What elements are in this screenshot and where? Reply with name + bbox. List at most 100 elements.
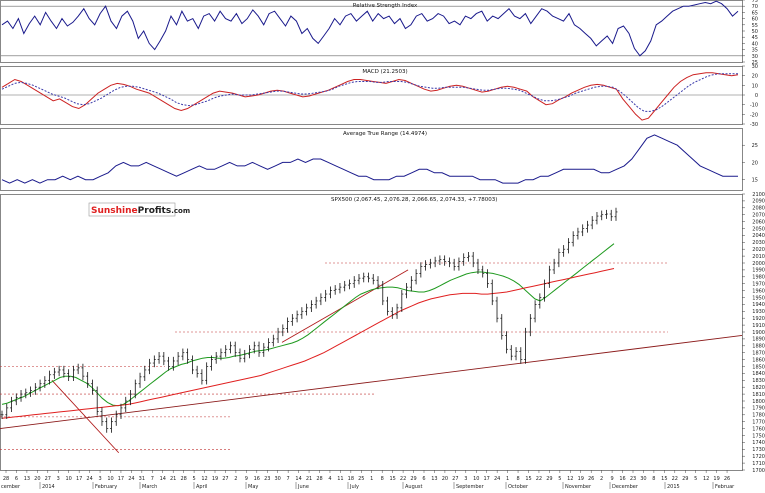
xtick-label-33: 18 bbox=[348, 476, 354, 482]
price-ytick-label-15: 1850 bbox=[752, 364, 765, 370]
price-ytick-label-36: 2060 bbox=[752, 219, 765, 225]
xtick-label-54: 12 bbox=[567, 476, 573, 482]
month-label-13: 2015 bbox=[667, 484, 680, 489]
xtick-label-25: 23 bbox=[264, 476, 270, 482]
xtick-label-23: 9 bbox=[245, 476, 248, 482]
price-ytick-label-27: 1970 bbox=[752, 282, 765, 288]
xtick-label-53: 5 bbox=[558, 476, 561, 482]
price-ytick-label-19: 1890 bbox=[752, 337, 765, 343]
month-label-11: November bbox=[565, 484, 592, 489]
xtick-label-44: 3 bbox=[464, 476, 467, 482]
xtick-label-5: 3 bbox=[57, 476, 60, 482]
brand-box bbox=[88, 202, 176, 217]
price-ytick-label-7: 1770 bbox=[752, 420, 765, 426]
xtick-label-34: 25 bbox=[358, 476, 364, 482]
ytick-label-0-10: 75 bbox=[752, 0, 758, 4]
price-ytick-label-10: 1800 bbox=[752, 399, 765, 405]
price-ytick-label-33: 2030 bbox=[752, 240, 765, 246]
brand-logo: SunshineProfits.com bbox=[91, 206, 190, 216]
xtick-label-38: 22 bbox=[400, 476, 406, 482]
xtick-label-30: 28 bbox=[316, 476, 322, 482]
xtick-label-20: 19 bbox=[212, 476, 218, 482]
price-ytick-label-35: 2050 bbox=[752, 226, 765, 232]
price-ytick-label-32: 2020 bbox=[752, 247, 765, 253]
price-ytick-label-28: 1980 bbox=[752, 275, 765, 281]
moving-average-0 bbox=[1, 243, 615, 407]
month-label-1: 2014 bbox=[42, 484, 55, 489]
ytick-label-0-9: 70 bbox=[752, 4, 758, 10]
price-ytick-label-13: 1830 bbox=[752, 378, 765, 384]
price-ytick-label-20: 1900 bbox=[752, 330, 765, 336]
xtick-label-46: 17 bbox=[484, 476, 490, 482]
ytick-label-2-1: 20 bbox=[752, 160, 758, 166]
ytick-label-1-6: 30 bbox=[752, 64, 758, 70]
trendline-1 bbox=[51, 379, 120, 454]
xtick-label-4: 27 bbox=[45, 476, 51, 482]
price-ytick-label-3: 1730 bbox=[752, 447, 765, 453]
xtick-label-19: 12 bbox=[201, 476, 207, 482]
ytick-label-2-0: 15 bbox=[752, 178, 758, 184]
price-ytick-label-6: 1760 bbox=[752, 426, 765, 432]
price-ytick-label-26: 1960 bbox=[752, 288, 765, 294]
panel-frame-1 bbox=[0, 66, 743, 125]
xtick-label-27: 7 bbox=[287, 476, 290, 482]
xtick-label-65: 29 bbox=[682, 476, 688, 482]
xtick-label-24: 16 bbox=[254, 476, 260, 482]
price-ytick-label-31: 2010 bbox=[752, 254, 765, 260]
ytick-label-0-5: 50 bbox=[752, 29, 758, 35]
ytick-label-1-5: 20 bbox=[752, 74, 758, 80]
xtick-label-37: 15 bbox=[389, 476, 395, 482]
panel-title-1: MACD (21.2503) bbox=[362, 69, 407, 75]
xtick-label-42: 20 bbox=[442, 476, 448, 482]
xtick-label-59: 16 bbox=[619, 476, 625, 482]
month-label-5: May bbox=[248, 484, 258, 489]
xtick-label-11: 17 bbox=[118, 476, 124, 482]
xtick-label-0: 28 bbox=[3, 476, 9, 482]
panel-frame-0 bbox=[0, 0, 743, 63]
xtick-label-62: 8 bbox=[652, 476, 655, 482]
xtick-label-36: 8 bbox=[381, 476, 384, 482]
xtick-label-35: 1 bbox=[370, 476, 373, 482]
price-ytick-label-1: 1710 bbox=[752, 461, 765, 467]
month-label-12: December bbox=[612, 484, 639, 489]
xtick-label-45: 10 bbox=[473, 476, 479, 482]
xtick-label-2: 13 bbox=[24, 476, 30, 482]
ytick-label-0-4: 45 bbox=[752, 35, 758, 41]
xtick-label-10: 10 bbox=[107, 476, 113, 482]
xtick-label-58: 9 bbox=[611, 476, 614, 482]
month-label-9: September bbox=[456, 484, 485, 489]
xtick-label-21: 27 bbox=[222, 476, 228, 482]
ytick-label-1-1: -20 bbox=[750, 112, 758, 118]
price-ytick-label-17: 1870 bbox=[752, 351, 765, 357]
price-ytick-label-2: 1720 bbox=[752, 454, 765, 460]
price-ytick-label-0: 1700 bbox=[752, 468, 765, 474]
price-ytick-label-9: 1790 bbox=[752, 406, 765, 412]
xtick-label-49: 8 bbox=[516, 476, 519, 482]
series-line-1-0 bbox=[1, 72, 739, 121]
xtick-label-57: 2 bbox=[600, 476, 603, 482]
ytick-label-1-3: 0 bbox=[755, 93, 758, 99]
xtick-label-22: 2 bbox=[234, 476, 237, 482]
price-ytick-label-8: 1780 bbox=[752, 413, 765, 419]
month-label-6: June bbox=[297, 484, 309, 489]
month-label-2: February bbox=[95, 484, 117, 489]
ytick-label-1-0: -30 bbox=[750, 122, 758, 128]
xtick-label-9: 3 bbox=[98, 476, 101, 482]
xtick-label-6: 10 bbox=[66, 476, 72, 482]
month-label-7: July bbox=[349, 484, 359, 489]
moving-average-1 bbox=[1, 268, 615, 419]
ytick-label-0-6: 55 bbox=[752, 23, 758, 29]
month-label-14: Februar bbox=[715, 484, 735, 489]
price-ytick-label-4: 1740 bbox=[752, 440, 765, 446]
xtick-label-13: 31 bbox=[139, 476, 145, 482]
price-ytick-label-14: 1840 bbox=[752, 371, 765, 377]
xtick-label-32: 11 bbox=[337, 476, 343, 482]
xtick-label-52: 29 bbox=[546, 476, 552, 482]
xtick-label-67: 12 bbox=[703, 476, 709, 482]
price-ytick-label-16: 1860 bbox=[752, 357, 765, 363]
price-ytick-label-23: 1930 bbox=[752, 309, 765, 315]
xtick-label-14: 7 bbox=[151, 476, 154, 482]
xtick-label-51: 22 bbox=[536, 476, 542, 482]
